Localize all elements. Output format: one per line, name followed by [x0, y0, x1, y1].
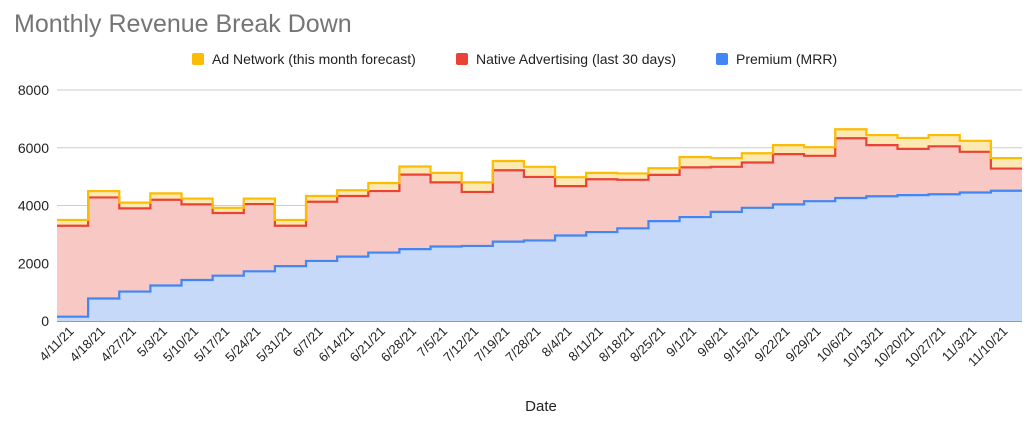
legend-swatch — [456, 53, 468, 65]
series-area-0 — [57, 190, 1022, 321]
y-axis-ticks: 0 2000 4000 6000 8000 — [18, 82, 49, 329]
x-tick-label: 9/1/21 — [663, 324, 699, 360]
x-axis-title: Date — [525, 398, 557, 415]
y-tick-label: 2000 — [18, 255, 49, 271]
y-tick-label: 0 — [41, 313, 49, 329]
y-tick-label: 4000 — [18, 198, 49, 214]
legend-label: Premium (MRR) — [736, 51, 837, 67]
x-tick-label: 7/28/21 — [502, 324, 543, 365]
y-tick-label: 6000 — [18, 140, 49, 156]
legend-label: Native Advertising (last 30 days) — [476, 51, 676, 67]
legend-swatch — [192, 53, 204, 65]
chart-title: Monthly Revenue Break Down — [14, 10, 352, 38]
x-tick-label: 8/25/21 — [627, 324, 668, 365]
legend-label: Ad Network (this month forecast) — [212, 51, 416, 67]
x-axis-ticks: 4/11/214/18/214/27/215/3/215/10/215/17/2… — [36, 324, 1010, 370]
x-tick-label: 5/31/21 — [253, 324, 294, 365]
series-line-0 — [57, 189, 1022, 318]
plot-area — [57, 128, 1022, 321]
series-line-2 — [57, 128, 1022, 222]
series-area-1 — [57, 138, 1022, 317]
legend-swatch — [716, 53, 728, 65]
series-line-1 — [57, 137, 1022, 227]
x-tick-label: 4/27/21 — [98, 324, 139, 365]
x-tick-label: 6/28/21 — [378, 324, 419, 365]
legend: Ad Network (this month forecast) Native A… — [192, 51, 837, 67]
y-tick-label: 8000 — [18, 82, 49, 98]
